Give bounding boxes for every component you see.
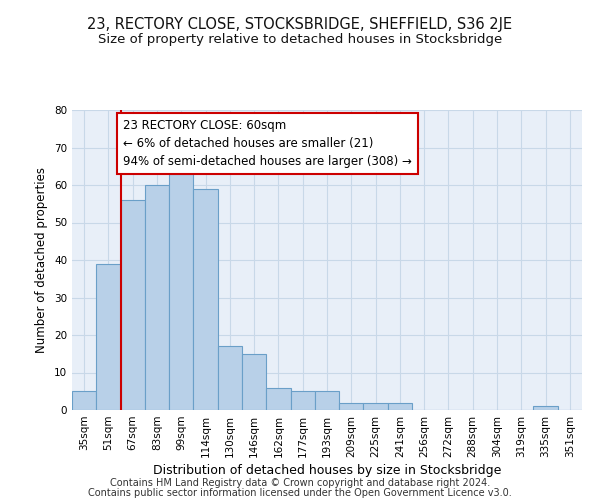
Bar (72, 391, 96, 410)
Bar (218, 346, 242, 410)
Text: 23 RECTORY CLOSE: 60sqm
← 6% of detached houses are smaller (21)
94% of semi-det: 23 RECTORY CLOSE: 60sqm ← 6% of detached… (123, 120, 412, 168)
Text: Contains HM Land Registry data © Crown copyright and database right 2024.: Contains HM Land Registry data © Crown c… (110, 478, 490, 488)
Bar (121, 200, 145, 410)
Y-axis label: Number of detached properties: Number of detached properties (35, 167, 49, 353)
Bar (193, 188, 218, 410)
X-axis label: Distribution of detached houses by size in Stocksbridge: Distribution of detached houses by size … (153, 464, 501, 477)
Bar (242, 354, 266, 410)
Bar (290, 391, 315, 410)
Bar (266, 388, 290, 410)
Text: Contains public sector information licensed under the Open Government Licence v3: Contains public sector information licen… (88, 488, 512, 498)
Bar (169, 174, 193, 410)
Bar (145, 185, 169, 410)
Bar (96, 264, 121, 410)
Text: 23, RECTORY CLOSE, STOCKSBRIDGE, SHEFFIELD, S36 2JE: 23, RECTORY CLOSE, STOCKSBRIDGE, SHEFFIE… (88, 18, 512, 32)
Bar (364, 402, 388, 410)
Text: Size of property relative to detached houses in Stocksbridge: Size of property relative to detached ho… (98, 32, 502, 46)
Bar (388, 402, 412, 410)
Bar (533, 406, 558, 410)
Bar (315, 391, 339, 410)
Bar (339, 402, 364, 410)
